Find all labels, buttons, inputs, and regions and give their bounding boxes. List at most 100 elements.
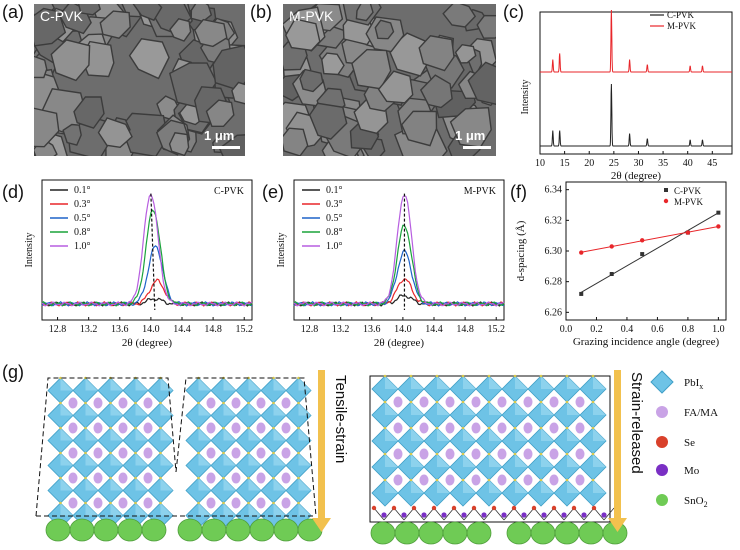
legend-dot [656,494,668,506]
apex [109,401,112,405]
apex [222,401,225,405]
octahedron-facet [85,453,98,466]
grain [62,123,82,146]
bond [593,507,605,521]
x-tick-label: 13.6 [111,324,128,335]
data-point [609,272,614,276]
legend-label: 1.0° [326,241,343,252]
series-line [41,193,253,307]
panel-letter-a: (a) [2,2,24,22]
legend-octahedron [650,370,674,394]
octahedron-facet [273,428,286,441]
apex [435,374,439,378]
se-atom [451,505,457,511]
apex [247,501,250,505]
sem-image-m-pvk: M-PVK 1 μm [283,4,496,156]
octahedron-facet [489,402,502,415]
octahedron-facet [567,376,580,389]
mo-atom [561,512,567,518]
series-line [540,9,732,73]
apex [461,400,465,404]
fa-ma-cation [281,472,291,484]
octahedron-facet [541,376,554,389]
octahedron-facet [110,478,123,491]
octahedron-facet [85,378,98,391]
apex [272,376,275,380]
fa-ma-cation [206,472,216,484]
octahedron-facet [273,378,286,391]
apex [513,426,517,430]
octahedron-facet [463,376,476,389]
grain [73,96,105,129]
octahedron-facet [160,478,173,491]
apex [297,401,300,405]
grain [193,18,228,48]
fa-ma-cation [231,422,241,434]
apex [159,401,162,405]
fa-ma-cation [206,422,216,434]
legend-label: 0.5° [74,213,91,224]
peak-guide [150,193,156,311]
bond [373,507,385,521]
series-line [540,83,732,147]
d-spacing-chart: 0.0 0.2 0.4 0.6 0.8 1.0 6.26 6.28 6.30 6.32 6.34 Gr… [515,181,727,348]
octahedron-facet [515,480,528,493]
octahedron-facet [385,454,398,467]
se-atom [551,505,557,511]
octahedron-facet [110,428,123,441]
se-atom [491,505,497,511]
octahedron-facet [298,503,311,516]
series-line [41,209,253,307]
octahedron-facet [541,480,554,493]
x-tick-label: 35 [658,158,668,169]
octahedron-facet [567,402,580,415]
legend-subscript: 2 [704,500,708,509]
data-point [640,252,645,257]
bond [453,507,465,521]
apex [59,376,62,380]
grain [419,74,453,109]
fa-ma-cation [575,448,585,460]
fa-ma-cation [445,396,455,408]
scale-text: 1 μm [455,128,486,143]
octahedron-facet [60,403,73,416]
grain [169,18,192,42]
se-atom [431,505,437,511]
apex [435,452,439,456]
apex [409,452,413,456]
y-axis-label: Intensity [520,80,531,115]
apex [247,451,250,455]
bond [513,507,525,521]
apex [539,374,543,378]
fa-ma-cation [281,397,291,409]
x-axis-label: Grazing incidence angle (degree) [573,336,720,348]
apex [565,426,569,430]
sno2-sphere [225,518,251,542]
strain-arrow-head [312,518,331,532]
octahedron-facet [541,428,554,441]
strain-arrow [318,370,325,520]
octahedron-facet [385,428,398,441]
legend-subscript: x [699,382,703,391]
mo-atom [381,512,387,518]
apex [383,374,387,378]
octahedron-facet [411,454,424,467]
octahedron-facet [223,403,236,416]
octahedron-facet [515,428,528,441]
octahedron-facet [160,453,173,466]
panel-letter-c: (c) [503,2,524,22]
mo-atom [401,512,407,518]
octahedron-facet [223,378,236,391]
apex [84,476,87,480]
apex [159,476,162,480]
x-axis-label: 2θ (degree) [122,337,172,349]
octahedron-facet [273,503,286,516]
apex [487,374,491,378]
apex [222,501,225,505]
panel-letter-b: (b) [250,2,272,22]
sno2-sphere [442,521,468,545]
legend-label: Se [684,437,695,449]
grain [205,99,235,128]
apex [109,426,112,430]
grain [467,61,496,105]
